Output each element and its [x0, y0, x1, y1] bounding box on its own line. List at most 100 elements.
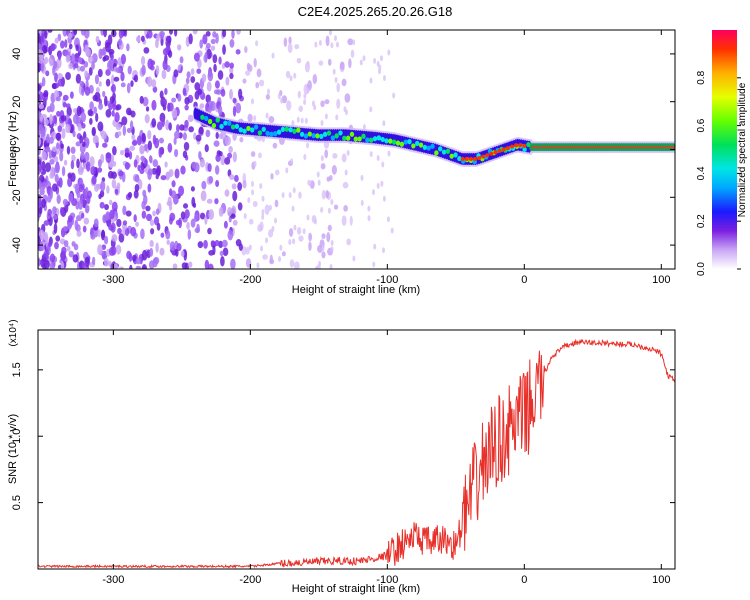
- ridge-peak-hot: [489, 151, 494, 156]
- ridge-peak: [395, 140, 401, 146]
- ridge-peak: [357, 136, 362, 142]
- heatmap-noise-blob: [158, 137, 164, 144]
- ridge-peak: [384, 138, 389, 144]
- heatmap-noise-blob: [50, 43, 55, 52]
- heatmap-noise-blob: [108, 58, 114, 69]
- heatmap-noise-blob: [91, 175, 97, 185]
- heatmap-noise-blob: [261, 209, 265, 216]
- heatmap-noise-blob: [297, 90, 301, 99]
- heatmap-noise-blob: [84, 44, 89, 54]
- heatmap-noise-blob: [84, 151, 90, 162]
- heatmap-noise-blob: [185, 77, 190, 85]
- heatmap-noise-blob: [306, 142, 310, 149]
- y-tick-label: 1.0: [11, 429, 23, 444]
- ridge-peak: [299, 131, 305, 137]
- heatmap-noise-blob: [163, 98, 168, 106]
- heatmap-noise-blob: [232, 105, 237, 117]
- ridge-peak: [334, 133, 339, 139]
- heatmap-noise-blob: [321, 245, 325, 252]
- y-tick-label: 0.5: [11, 495, 23, 510]
- heatmap-noise-blob: [145, 106, 150, 112]
- heatmap-noise-blob: [339, 61, 345, 71]
- heatmap-noise-blob: [258, 152, 262, 159]
- ridge-peak-hot: [522, 143, 527, 148]
- heatmap-noise-blob: [65, 123, 71, 134]
- heatmap-noise-blob: [155, 208, 160, 215]
- heatmap-noise-blob: [380, 55, 384, 62]
- heatmap-noise-blob: [133, 189, 139, 199]
- heatmap-noise-blob: [76, 158, 80, 169]
- heatmap-noise-blob: [171, 180, 176, 188]
- heatmap-noise-blob: [316, 171, 320, 178]
- ridge-peak-hot: [481, 154, 486, 159]
- heatmap-noise-blob: [268, 115, 275, 124]
- heatmap-noise-blob: [162, 48, 169, 56]
- heatmap-noise-blob: [61, 166, 66, 177]
- heatmap-noise-blob: [149, 60, 156, 66]
- heatmap-noise-blob: [171, 108, 178, 119]
- heatmap-noise-blob: [237, 202, 243, 211]
- ridge-peak: [353, 136, 359, 142]
- heatmap-noise-blob: [259, 225, 263, 232]
- heatmap-noise-blob: [274, 199, 279, 208]
- heatmap-noise-blob: [131, 140, 138, 146]
- heatmap-noise-blob: [244, 45, 248, 54]
- spectrogram-y-label: Frequency (Hz): [7, 111, 19, 187]
- heatmap-noise-blob: [198, 150, 202, 160]
- heatmap-noise-blob: [227, 206, 233, 217]
- heatmap-noise-blob: [333, 35, 337, 42]
- heatmap-noise-blob: [218, 56, 222, 65]
- heatmap-noise-blob: [179, 124, 185, 131]
- ridge-peak: [342, 135, 347, 141]
- ridge-peak-hot: [514, 143, 519, 148]
- ridge-peak: [330, 135, 336, 141]
- heatmap-noise-blob: [259, 183, 263, 190]
- heatmap-noise-blob: [108, 224, 115, 231]
- ridge-peak-hot: [477, 156, 482, 161]
- heatmap-noise-blob: [105, 68, 111, 76]
- heatmap-noise-blob: [293, 261, 300, 269]
- heatmap-noise-blob: [45, 162, 51, 173]
- ridge-peak: [303, 133, 309, 139]
- heatmap-noise-blob: [320, 155, 324, 162]
- ridge-peak: [449, 153, 454, 159]
- heatmap-noise-blob: [145, 33, 150, 39]
- heatmap-noise-blob: [268, 204, 272, 211]
- x-tick-label: 100: [652, 574, 670, 586]
- heatmap-noise-blob: [106, 185, 110, 194]
- heatmap-noise-blob: [48, 57, 53, 64]
- heatmap-noise-blob: [193, 214, 199, 222]
- colorbar-tick-label: 0.0: [696, 262, 707, 276]
- heatmap-noise-blob: [61, 246, 67, 255]
- ridge-peak: [273, 131, 278, 137]
- heatmap-noise-blob: [324, 113, 328, 120]
- heatmap-noise-blob: [81, 87, 85, 97]
- heatmap-noise-blob: [149, 219, 155, 226]
- heatmap-noise-blob: [373, 243, 377, 250]
- heatmap-noise-blob: [324, 99, 330, 105]
- ridge-peak: [296, 127, 301, 133]
- heatmap-noise-blob: [199, 158, 206, 168]
- ridge-peak: [399, 141, 405, 147]
- heatmap-noise-blob: [86, 190, 92, 199]
- heatmap-noise-blob: [156, 121, 163, 131]
- heatmap-noise-blob: [60, 115, 67, 122]
- heatmap-noise-blob: [285, 70, 291, 79]
- heatmap-noise-blob: [206, 48, 212, 60]
- heatmap-noise-blob: [260, 245, 264, 252]
- heatmap-noise-blob: [253, 115, 257, 122]
- heatmap-noise-blob: [199, 103, 205, 109]
- heatmap-noise-blob: [73, 63, 79, 69]
- heatmap-noise-blob: [349, 215, 353, 226]
- heatmap-noise-blob: [330, 199, 334, 206]
- heatmap-noise-blob: [50, 166, 55, 177]
- heatmap-noise-blob: [124, 152, 130, 158]
- heatmap-noise-blob: [55, 96, 61, 102]
- ridge-peak: [453, 152, 458, 158]
- heatmap-noise-blob: [109, 96, 115, 104]
- heatmap-noise-blob: [256, 68, 262, 78]
- heatmap-noise-blob: [278, 255, 282, 262]
- heatmap-noise-blob: [109, 209, 115, 220]
- ridge-peak: [422, 144, 428, 150]
- heatmap-noise-blob: [151, 99, 157, 111]
